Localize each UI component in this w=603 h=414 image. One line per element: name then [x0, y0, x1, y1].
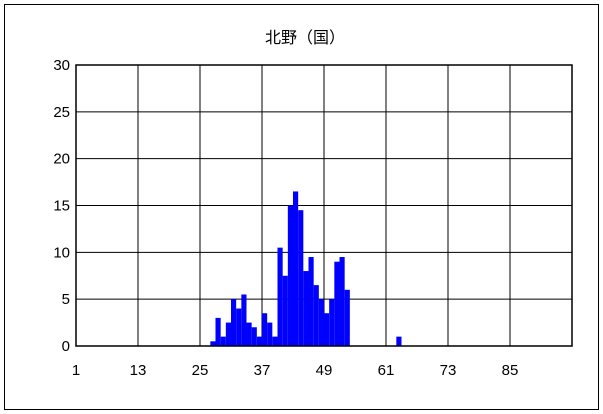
bar	[339, 257, 345, 346]
bar	[334, 261, 340, 346]
bar	[282, 275, 288, 346]
bar	[293, 191, 299, 346]
x-tick-label: 73	[440, 362, 457, 379]
bar	[287, 205, 293, 346]
bar	[210, 341, 216, 346]
plot-border	[75, 64, 573, 347]
x-tick-label: 61	[378, 362, 395, 379]
x-tick-label: 13	[130, 362, 147, 379]
y-tick-label: 30	[53, 57, 70, 74]
y-tick-label: 0	[62, 338, 70, 355]
bar	[318, 299, 324, 346]
bar	[396, 336, 402, 346]
bar	[344, 289, 350, 346]
x-tick-label: 49	[316, 362, 333, 379]
y-tick-label: 5	[62, 291, 70, 308]
bar	[251, 327, 257, 346]
y-tick-label: 20	[53, 151, 70, 168]
x-tick-label: 85	[502, 362, 519, 379]
bar	[303, 271, 309, 346]
y-tick-label: 15	[53, 198, 70, 215]
bar	[225, 322, 231, 346]
bar	[256, 336, 262, 346]
x-tick-label: 37	[254, 362, 271, 379]
bar	[277, 247, 283, 346]
bar	[329, 299, 335, 346]
bar	[220, 336, 226, 346]
bar	[241, 294, 247, 346]
bar	[313, 285, 319, 346]
bar	[308, 257, 314, 346]
bar	[267, 322, 273, 346]
x-tick-label: 1	[72, 362, 80, 379]
bar	[215, 317, 221, 346]
chart-title: 北野（国）	[265, 29, 345, 47]
bar	[324, 313, 330, 346]
x-tick-label: 25	[192, 362, 209, 379]
bar	[246, 322, 252, 346]
y-tick-label: 25	[53, 104, 70, 121]
y-tick-label: 10	[53, 244, 70, 261]
bar	[262, 313, 268, 346]
bar	[236, 308, 242, 346]
bar	[272, 336, 278, 346]
plot-area: 0 5 10 15 20 25 30 1 13 25 37 49 61 73 85	[53, 57, 573, 379]
bar	[231, 299, 237, 346]
bar	[298, 210, 304, 346]
